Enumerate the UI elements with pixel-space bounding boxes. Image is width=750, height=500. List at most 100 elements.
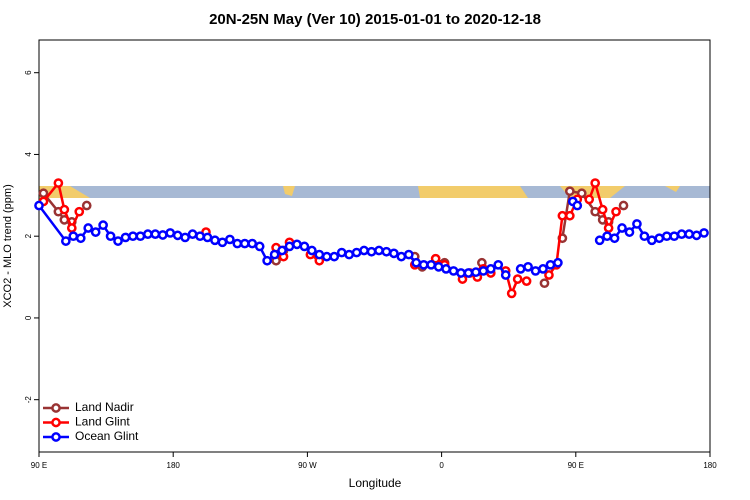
data-point <box>359 245 369 256</box>
data-point <box>195 231 205 242</box>
data-point <box>545 259 556 270</box>
data-point <box>676 229 687 239</box>
data-point <box>512 274 523 284</box>
data-point <box>411 257 422 268</box>
legend-marker <box>51 403 61 413</box>
data-point <box>135 231 146 242</box>
data-point <box>684 229 694 239</box>
data-point <box>217 237 228 248</box>
data-point <box>699 228 709 238</box>
data-point <box>669 231 680 242</box>
y-tick-label: 2 <box>24 233 33 238</box>
data-point <box>292 239 302 250</box>
data-point <box>584 194 595 205</box>
data-point <box>81 200 92 211</box>
data-point <box>180 232 190 243</box>
data-point <box>314 249 325 260</box>
data-point <box>602 231 612 242</box>
data-point <box>430 253 441 264</box>
data-point <box>597 204 608 215</box>
data-point <box>576 188 587 199</box>
data-point <box>500 270 511 280</box>
data-point <box>515 264 526 274</box>
data-point <box>113 236 123 246</box>
data-point <box>441 264 451 274</box>
legend-label: Ocean Glint <box>75 429 139 443</box>
data-point <box>98 220 108 231</box>
data-point <box>403 249 414 260</box>
legend-label: Land Nadir <box>75 400 134 414</box>
data-point <box>617 223 627 233</box>
data-point <box>66 223 77 233</box>
data-point <box>639 231 650 242</box>
data-point <box>544 270 554 280</box>
data-point <box>624 227 635 237</box>
data-point <box>336 247 347 258</box>
data-point <box>210 235 220 246</box>
chart-title: 20N-25N May (Ver 10) 2015-01-01 to 2020-… <box>209 11 541 28</box>
data-point <box>157 230 168 240</box>
data-point <box>389 248 399 259</box>
x-tick-label: 180 <box>167 461 181 470</box>
x-tick-label: 90 W <box>298 461 317 470</box>
map-strip <box>39 186 710 198</box>
data-point <box>691 230 702 241</box>
data-point <box>284 241 295 252</box>
data-point <box>530 266 541 276</box>
y-axis-label: XCO2 - MLO trend (ppm) <box>2 184 14 307</box>
data-point <box>632 219 642 229</box>
data-point <box>553 257 563 268</box>
data-point <box>539 278 550 289</box>
x-tick-label: 180 <box>703 461 717 470</box>
data-point <box>351 247 362 258</box>
data-point <box>150 229 161 239</box>
data-point <box>538 264 548 274</box>
data-point <box>187 229 198 239</box>
data-point <box>374 245 384 256</box>
data-point <box>165 228 176 238</box>
x-tick-label: 90 E <box>568 461 584 470</box>
data-point <box>262 255 272 266</box>
data-point <box>590 206 601 217</box>
data-point <box>493 259 504 270</box>
data-point <box>34 200 44 211</box>
data-point <box>557 210 568 221</box>
legend-label: Land Glint <box>75 415 130 429</box>
data-point <box>225 234 235 245</box>
data-point <box>506 288 517 299</box>
data-point <box>646 235 657 246</box>
data-point <box>38 188 49 199</box>
data-point <box>426 259 437 270</box>
data-point <box>75 233 86 244</box>
data-point <box>564 186 575 197</box>
legend-marker <box>51 432 61 442</box>
data-point <box>433 261 444 272</box>
data-point <box>60 236 71 246</box>
data-point <box>68 231 79 242</box>
x-tick-label: 90 E <box>31 461 47 470</box>
data-point <box>172 230 183 241</box>
data-point <box>128 231 138 242</box>
data-point <box>478 266 489 276</box>
data-point <box>239 238 250 249</box>
data-point <box>590 178 601 188</box>
data-point <box>485 264 496 274</box>
data-point <box>521 276 532 287</box>
data-point <box>594 235 605 246</box>
data-point <box>366 246 377 257</box>
data-point <box>90 227 101 237</box>
data-point <box>448 266 459 276</box>
data-point <box>59 204 70 215</box>
data-point <box>618 200 629 211</box>
data-point <box>523 261 533 272</box>
data-point <box>277 245 287 256</box>
data-point <box>254 241 265 252</box>
data-point <box>83 223 94 233</box>
data-point <box>381 246 392 257</box>
data-point <box>53 178 64 188</box>
y-tick-label: -2 <box>24 396 33 404</box>
x-axis-label: Longitude <box>349 476 402 490</box>
data-point <box>202 232 213 243</box>
data-point <box>661 231 672 242</box>
